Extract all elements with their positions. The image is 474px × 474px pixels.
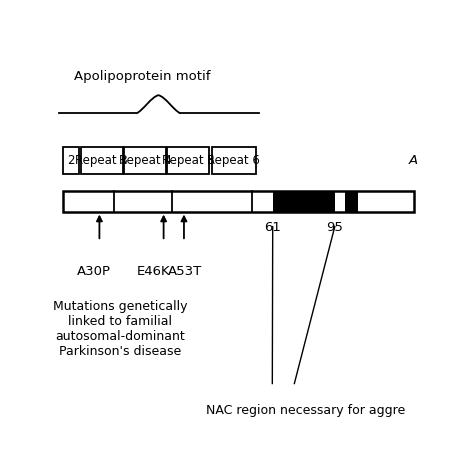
Bar [81, 147, 123, 173]
Text: Apolipoprotein motif: Apolipoprotein motif [74, 71, 210, 83]
Bar [63, 147, 80, 173]
Bar [212, 147, 256, 173]
Text: A: A [409, 154, 419, 167]
Text: Mutations genetically
linked to familial
autosomal-dominant
Parkinson's disease: Mutations genetically linked to familial… [53, 300, 187, 357]
Bar [63, 191, 414, 212]
Text: E46K: E46K [137, 265, 171, 278]
Text: Repeat 6: Repeat 6 [207, 154, 260, 167]
Text: Repeat 5: Repeat 5 [162, 154, 215, 167]
Text: Repeat 3: Repeat 3 [75, 154, 128, 167]
Text: Repeat 4: Repeat 4 [118, 154, 172, 167]
Bar [345, 191, 358, 212]
Bar [273, 191, 335, 212]
Text: 61: 61 [264, 221, 281, 234]
Text: NAC region necessary for aggre: NAC region necessary for aggre [206, 404, 405, 417]
Text: A30P: A30P [76, 265, 110, 278]
Bar [167, 147, 210, 173]
Text: 2: 2 [67, 154, 75, 167]
Text: 95: 95 [327, 221, 343, 234]
Text: A53T: A53T [168, 265, 202, 278]
Bar [124, 147, 166, 173]
